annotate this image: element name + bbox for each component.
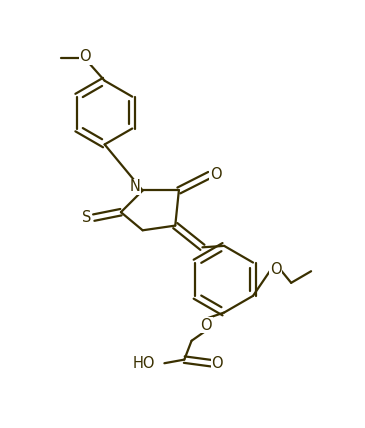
Text: O: O bbox=[200, 318, 212, 333]
Text: S: S bbox=[82, 210, 91, 225]
Text: O: O bbox=[211, 356, 223, 371]
Text: O: O bbox=[80, 49, 91, 64]
Text: HO: HO bbox=[133, 356, 155, 371]
Text: O: O bbox=[210, 166, 221, 181]
Text: N: N bbox=[129, 179, 140, 194]
Text: O: O bbox=[270, 262, 281, 276]
